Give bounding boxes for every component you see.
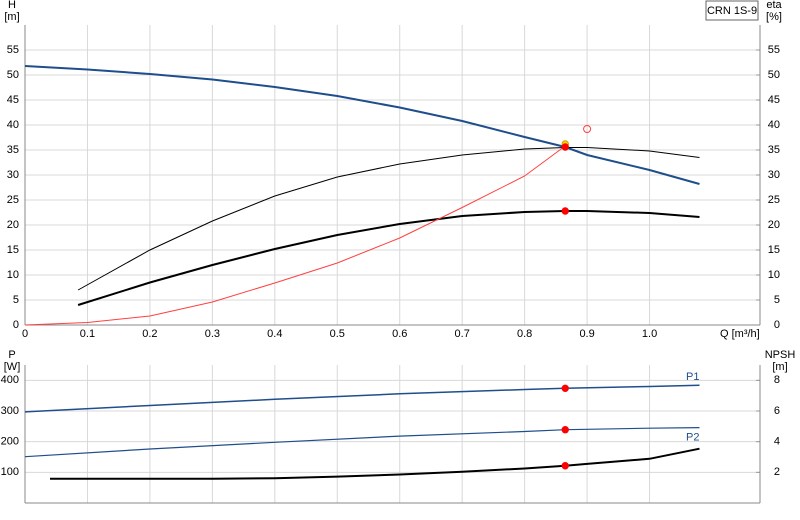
y2-tick-label: 15	[768, 244, 780, 256]
y-tick-label: 100	[1, 466, 19, 478]
operating-point	[561, 426, 569, 434]
y-axis-unit: [m]	[4, 11, 19, 23]
y2-tick-label: 50	[768, 69, 780, 81]
y2-tick-label: 25	[768, 194, 780, 206]
curve	[24, 384, 700, 413]
y2-axis-label: NPSH	[765, 349, 796, 361]
x-tick-label: 1.0	[642, 328, 657, 340]
y2-tick-label: 4	[774, 436, 780, 448]
y2-tick-label: 40	[768, 119, 780, 131]
y-tick-label: 5	[13, 294, 19, 306]
x-tick-label: 0.6	[392, 328, 407, 340]
x-tick-label: 0.4	[267, 328, 282, 340]
x-tick-label: 0.5	[330, 328, 345, 340]
y-tick-label: 35	[7, 144, 19, 156]
operating-point	[561, 207, 569, 215]
y-tick-label: 300	[1, 405, 19, 417]
y-tick-label: 0	[13, 319, 19, 331]
y-tick-label: 30	[7, 169, 19, 181]
x-tick-label: 0.2	[142, 328, 157, 340]
title-box	[705, 0, 759, 21]
x-tick-label: 0.1	[80, 328, 95, 340]
y-tick-label: 20	[7, 219, 19, 231]
y2-tick-label: 30	[768, 169, 780, 181]
curve	[77, 210, 700, 306]
y2-tick-label: 35	[768, 144, 780, 156]
y2-tick-label: 2	[774, 466, 780, 478]
x-tick-label: 0.7	[455, 328, 470, 340]
x-tick-label: 0.9	[579, 328, 594, 340]
operating-point	[583, 125, 592, 133]
curve	[24, 427, 700, 458]
y2-axis-unit: [m]	[772, 361, 787, 373]
y-tick-label: 55	[7, 44, 19, 56]
y-tick-label: 45	[7, 94, 19, 106]
y-tick-label: 15	[7, 244, 19, 256]
x-axis-label: Q [m³/h]	[720, 328, 760, 340]
y-tick-label: 25	[7, 194, 19, 206]
y-axis-unit: [W]	[4, 361, 21, 373]
y-tick-label: 200	[1, 436, 19, 448]
curve	[24, 145, 566, 326]
y2-tick-label: 6	[774, 405, 780, 417]
y2-tick-label: 55	[768, 44, 780, 56]
operating-point	[561, 143, 569, 151]
y2-tick-label: 10	[768, 269, 780, 281]
y2-tick-label: 0	[774, 319, 780, 331]
curve	[77, 147, 700, 291]
y2-tick-label: 20	[768, 219, 780, 231]
series-label: P2	[686, 431, 699, 443]
operating-point	[561, 384, 569, 393]
y-tick-label: 10	[7, 269, 19, 281]
y-tick-label: 50	[7, 69, 19, 81]
y2-tick-label: 8	[774, 374, 780, 386]
operating-point	[561, 462, 569, 470]
series-label: P1	[686, 371, 699, 383]
chart-title: CRN 1S-9	[707, 5, 757, 17]
x-tick-label: 0.8	[517, 328, 532, 340]
y-tick-label: 400	[1, 374, 19, 386]
y2-tick-label: 45	[768, 94, 780, 106]
y2-axis-unit: [%]	[766, 11, 782, 23]
y-tick-label: 40	[7, 119, 19, 131]
y-axis-label: P	[8, 349, 15, 361]
x-tick-label: 0	[22, 328, 28, 340]
curve	[50, 447, 700, 480]
x-tick-label: 0.3	[205, 328, 220, 340]
curve	[24, 65, 700, 185]
y2-axis-label: eta	[766, 0, 782, 11]
y2-tick-label: 5	[774, 294, 780, 306]
y-axis-label: H	[8, 0, 16, 11]
